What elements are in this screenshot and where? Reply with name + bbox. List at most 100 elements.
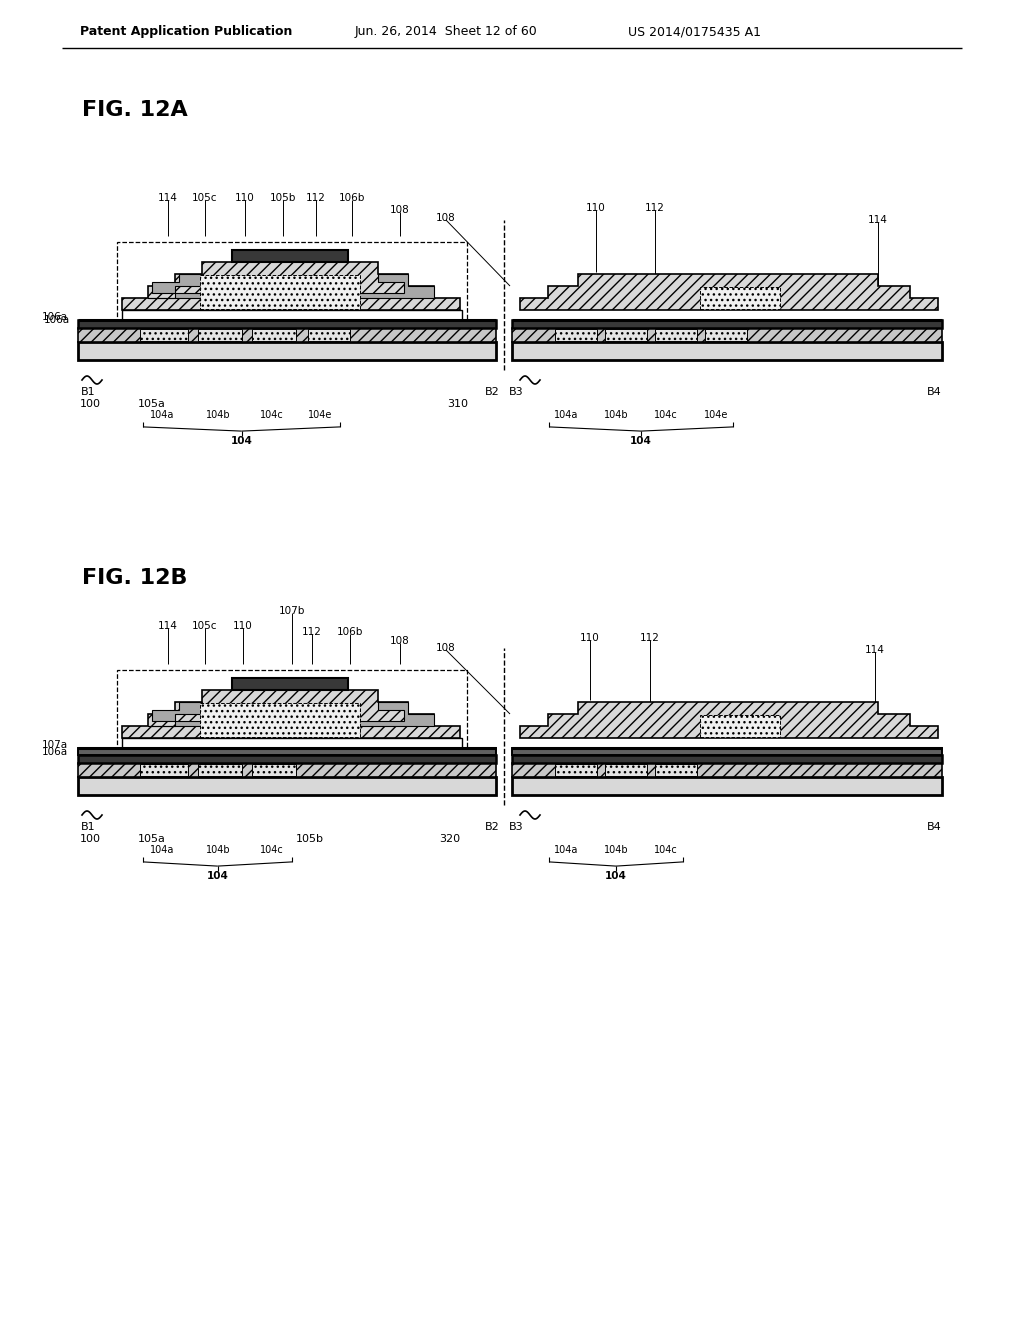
Text: 106a: 106a (44, 315, 70, 325)
Text: 105a: 105a (138, 834, 166, 843)
Text: 107b: 107b (279, 606, 305, 616)
Bar (512, 748, 942, 755)
Polygon shape (148, 275, 434, 298)
Text: 104: 104 (207, 871, 228, 880)
Text: 110: 110 (236, 193, 255, 203)
Bar (555, 329, 597, 341)
Polygon shape (520, 275, 938, 310)
Bar (78, 777, 496, 795)
Bar (122, 310, 462, 319)
Bar (605, 329, 647, 341)
Text: 108: 108 (390, 205, 410, 215)
Text: 105a: 105a (138, 399, 166, 409)
Polygon shape (520, 702, 938, 738)
Text: 104e: 104e (703, 411, 728, 420)
Bar (78, 342, 496, 360)
Text: 114: 114 (158, 620, 178, 631)
Bar (117, 242, 467, 319)
Text: 104: 104 (230, 436, 253, 446)
Text: Jun. 26, 2014  Sheet 12 of 60: Jun. 26, 2014 Sheet 12 of 60 (355, 25, 538, 38)
Text: 104a: 104a (150, 845, 174, 855)
Bar (252, 764, 296, 776)
Bar (122, 738, 462, 748)
Text: 106a: 106a (42, 312, 68, 322)
Text: 104b: 104b (206, 845, 230, 855)
Bar (308, 329, 350, 341)
Bar (512, 327, 942, 342)
Bar (705, 329, 746, 341)
Bar (512, 342, 942, 360)
Bar (140, 329, 188, 341)
Text: 110: 110 (586, 203, 606, 213)
Text: 114: 114 (158, 193, 178, 203)
Polygon shape (122, 249, 460, 310)
Text: B2: B2 (484, 387, 500, 397)
Bar (198, 764, 242, 776)
Text: 310: 310 (447, 399, 469, 409)
Text: 104: 104 (630, 436, 652, 446)
Text: 110: 110 (233, 620, 253, 631)
Bar (200, 275, 360, 309)
Text: FIG. 12A: FIG. 12A (82, 100, 187, 120)
Text: B3: B3 (509, 822, 523, 832)
Text: 108: 108 (436, 643, 456, 653)
Text: 104c: 104c (654, 845, 678, 855)
Text: 104a: 104a (554, 845, 579, 855)
Text: 105c: 105c (193, 193, 218, 203)
Bar (232, 249, 348, 261)
Text: B1: B1 (81, 822, 95, 832)
Text: 104c: 104c (654, 411, 678, 420)
Bar (252, 329, 296, 341)
Bar (140, 764, 188, 776)
Text: 104b: 104b (604, 411, 629, 420)
Text: Patent Application Publication: Patent Application Publication (80, 25, 293, 38)
Bar (78, 763, 496, 777)
Polygon shape (122, 678, 460, 738)
Bar (605, 764, 647, 776)
Text: B2: B2 (484, 822, 500, 832)
Bar (655, 329, 697, 341)
Text: 112: 112 (306, 193, 326, 203)
Text: 107a: 107a (42, 741, 68, 750)
Bar (512, 763, 942, 777)
Bar (512, 319, 942, 327)
Bar (700, 715, 780, 737)
Text: 108: 108 (436, 213, 456, 223)
Text: 104c: 104c (260, 845, 284, 855)
Text: 112: 112 (645, 203, 665, 213)
Text: 114: 114 (865, 645, 885, 655)
Text: 112: 112 (640, 634, 659, 643)
Text: 110: 110 (581, 634, 600, 643)
Bar (555, 764, 597, 776)
Text: 104e: 104e (308, 411, 332, 420)
Bar (232, 678, 348, 690)
Text: 104b: 104b (206, 411, 230, 420)
Text: 104a: 104a (150, 411, 174, 420)
Text: 105b: 105b (296, 834, 324, 843)
Bar (200, 704, 360, 737)
Text: US 2014/0175435 A1: US 2014/0175435 A1 (628, 25, 761, 38)
Text: 104c: 104c (260, 411, 284, 420)
Text: 106a: 106a (42, 747, 68, 756)
Text: FIG. 12B: FIG. 12B (82, 568, 187, 587)
Text: 100: 100 (80, 399, 100, 409)
Bar (512, 777, 942, 795)
Bar (78, 327, 496, 342)
Polygon shape (148, 702, 434, 726)
Text: 108: 108 (390, 636, 410, 645)
Text: 104: 104 (605, 871, 627, 880)
Text: B1: B1 (81, 387, 95, 397)
Text: 106b: 106b (339, 193, 366, 203)
Bar (198, 329, 242, 341)
Text: 114: 114 (868, 215, 888, 224)
Bar (700, 286, 780, 309)
Text: 106b: 106b (337, 627, 364, 638)
Text: B3: B3 (509, 387, 523, 397)
Text: 105c: 105c (193, 620, 218, 631)
Text: 320: 320 (439, 834, 461, 843)
Bar (655, 764, 697, 776)
Text: 104a: 104a (554, 411, 579, 420)
Text: 100: 100 (80, 834, 100, 843)
Bar (78, 755, 496, 763)
Text: 105b: 105b (269, 193, 296, 203)
